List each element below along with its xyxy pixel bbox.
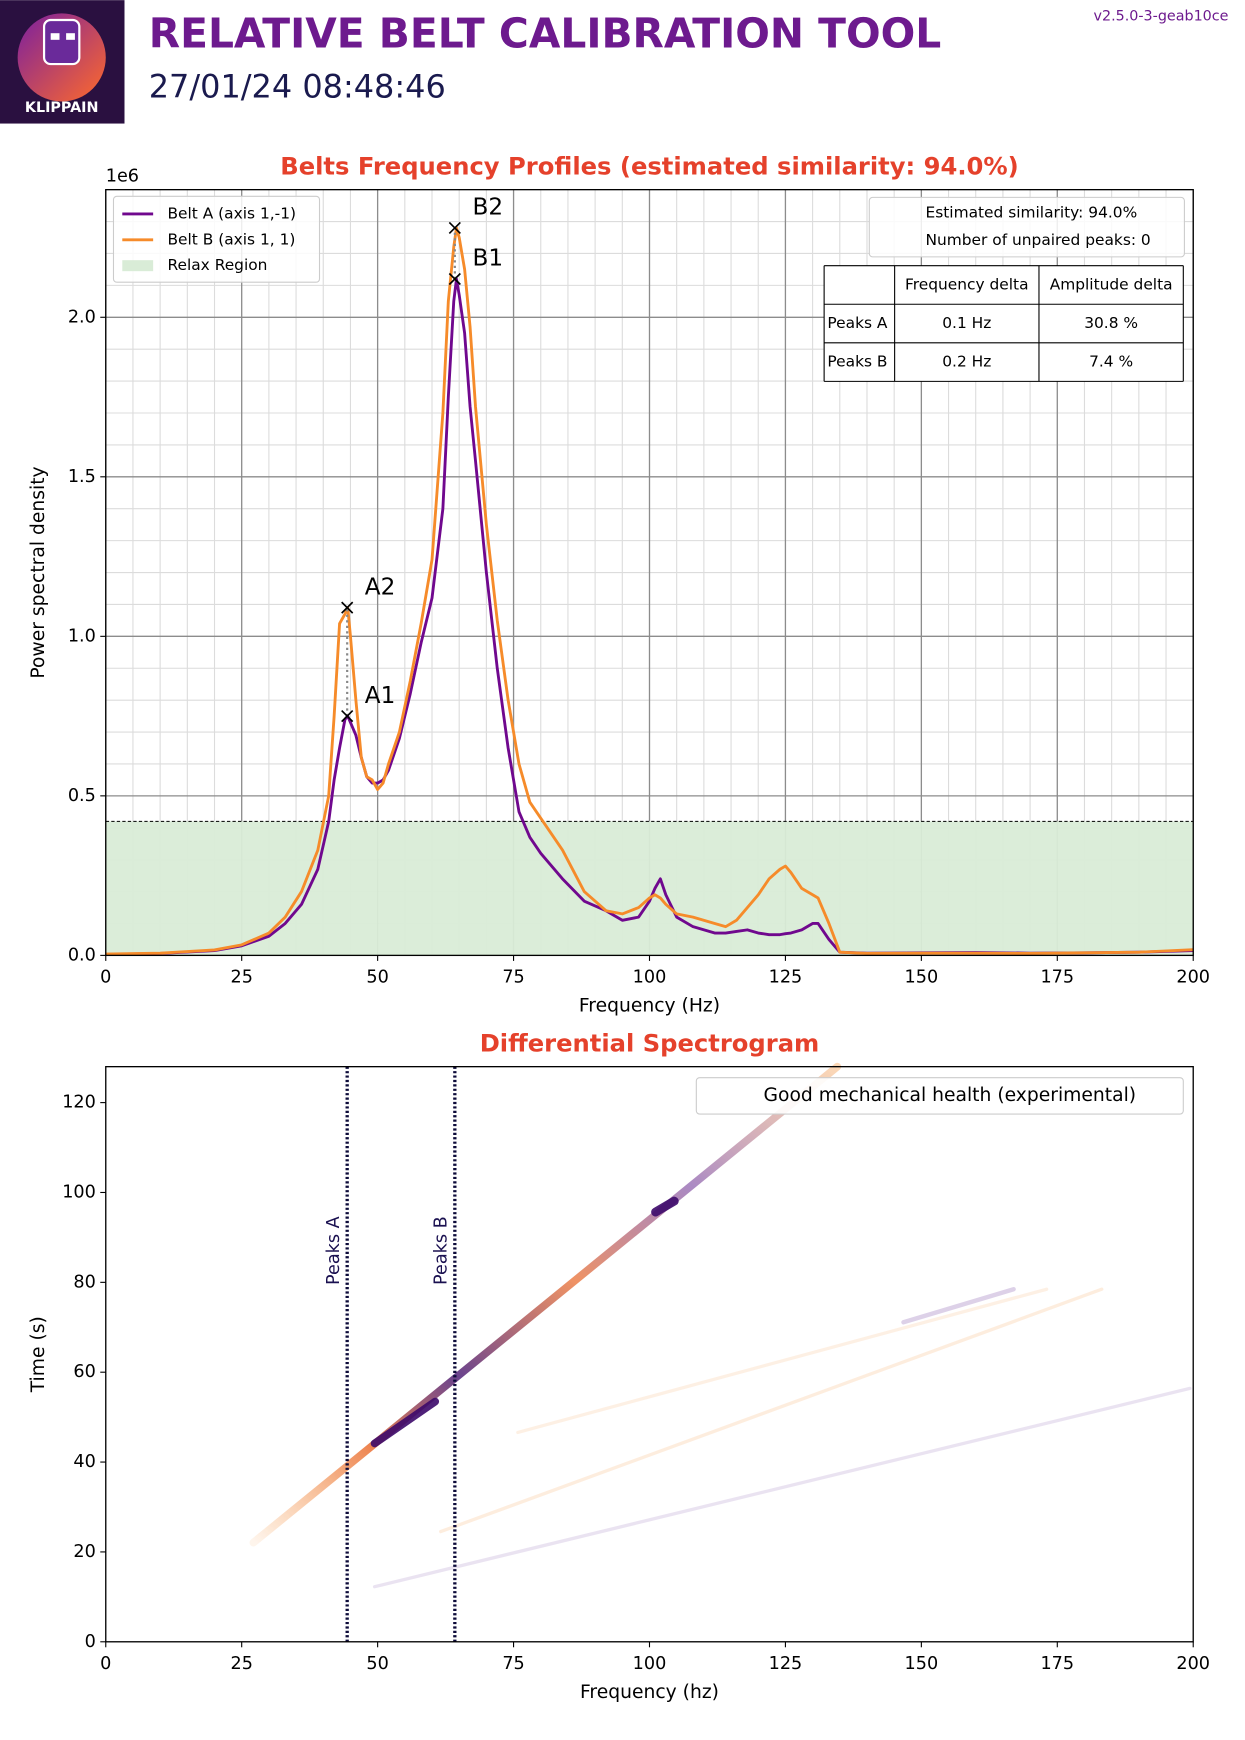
axes-frame (105, 188, 1194, 957)
x-tick-label: 100 (633, 967, 667, 987)
chart-title: Differential Spectrogram (480, 1030, 820, 1058)
table-cell: 0.1 Hz (942, 314, 991, 332)
y-tick-label: 60 (73, 1362, 95, 1382)
logo-text: KLIPPAIN (25, 100, 99, 116)
table-bg (824, 265, 1184, 382)
peak-line-label: Peaks B (432, 1216, 452, 1285)
table-header: Amplitude delta (1050, 275, 1173, 293)
legend-label: Belt B (axis 1, 1) (167, 230, 295, 248)
table-cell: 30.8 % (1084, 314, 1138, 332)
table-row-label: Peaks A (827, 314, 888, 332)
legend-label: Relax Region (167, 256, 267, 274)
psd-chart: Belts Frequency Profiles (estimated simi… (28, 153, 1210, 1017)
y-axis-label: Power spectral density (28, 466, 49, 678)
version: v2.5.0-3-geab10ce (1094, 9, 1229, 25)
peak-marker (341, 601, 354, 614)
x-tick-label: 75 (502, 967, 524, 987)
x-tick-label: 175 (1040, 1654, 1074, 1674)
peak-label: B1 (472, 246, 503, 272)
y-tick-label: 40 (73, 1452, 95, 1472)
peak-label: A1 (365, 683, 396, 709)
x-tick-label: 50 (366, 967, 388, 987)
peak-label: A2 (365, 574, 396, 600)
y-tick-label: 20 (73, 1542, 95, 1562)
y-tick-label: 0.5 (68, 786, 96, 806)
x-tick-label: 200 (1176, 967, 1210, 987)
x-tick-label: 150 (905, 1654, 939, 1674)
x-axis-label: Frequency (Hz) (579, 996, 720, 1017)
y-tick-label: 120 (62, 1093, 96, 1113)
y-tick-label: 0.0 (68, 945, 96, 965)
legend-box (695, 1077, 1184, 1115)
y-axis-label: Time (s) (28, 1316, 49, 1393)
x-tick-label: 0 (100, 1654, 111, 1674)
spectrogram-image (249, 1062, 1192, 1589)
logo: KLIPPAIN (0, 0, 125, 124)
x-tick-label: 0 (100, 967, 111, 987)
peak-marker (448, 221, 461, 235)
y-tick-label: 1.0 (68, 626, 96, 646)
x-tick-label: 25 (230, 967, 252, 987)
axes-frame (105, 1066, 1194, 1643)
legend-label: Good mechanical health (experimental) (764, 1085, 1137, 1106)
y-offset-text: 1e6 (106, 166, 139, 186)
chart-title: Belts Frequency Profiles (estimated simi… (280, 153, 1019, 181)
info-box (868, 196, 1185, 258)
y-tick-label: 0 (85, 1632, 96, 1652)
peak-marker (341, 710, 354, 723)
x-tick-label: 125 (769, 1654, 803, 1674)
x-tick-label: 175 (1040, 967, 1074, 987)
y-tick-label: 1.5 (68, 467, 96, 487)
peak-line-label: Peaks A (324, 1216, 344, 1285)
table-row-label: Peaks B (827, 353, 887, 371)
datetime: 27/01/24 08:48:46 (149, 67, 446, 105)
y-tick-label: 80 (73, 1272, 95, 1292)
x-tick-label: 25 (230, 1654, 252, 1674)
legend-label: Belt A (axis 1,-1) (167, 204, 296, 222)
x-tick-label: 125 (769, 967, 803, 987)
peak-marker (448, 272, 461, 286)
legend-swatch (122, 260, 154, 272)
x-tick-label: 75 (502, 1654, 524, 1674)
spectrogram-chart: Differential Spectrogram Frequency (hz) Ti… (28, 1030, 1210, 1703)
table-cell: 0.2 Hz (942, 353, 991, 371)
y-tick-label: 100 (62, 1182, 96, 1202)
x-tick-label: 100 (633, 1654, 667, 1674)
table-header: Frequency delta (905, 275, 1029, 293)
title: RELATIVE BELT CALIBRATION TOOL (149, 10, 942, 58)
info-text: Estimated similarity: 94.0% (925, 203, 1137, 221)
info-text: Number of unpaired peaks: 0 (925, 231, 1150, 249)
table-cell: 7.4 % (1089, 353, 1133, 371)
x-tick-label: 200 (1176, 1654, 1210, 1674)
relax-region (105, 821, 1194, 956)
y-tick-label: 2.0 (68, 307, 96, 327)
legend-box (112, 195, 321, 283)
x-axis-label: Frequency (hz) (580, 1682, 719, 1703)
x-tick-label: 50 (366, 1654, 388, 1674)
x-tick-label: 150 (905, 967, 939, 987)
peak-label: B2 (472, 195, 503, 221)
